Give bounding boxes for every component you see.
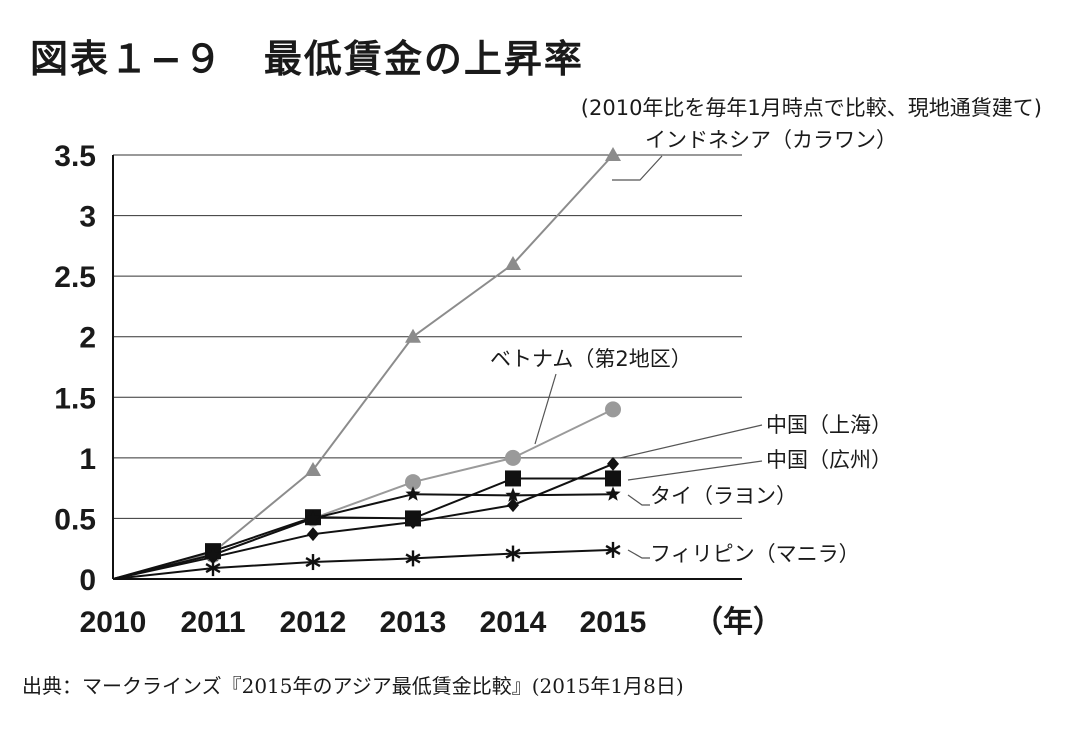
leader-line [619,424,763,459]
y-tick-label: 3.5 [54,140,96,173]
x-tick-label: 2010 [80,606,147,639]
y-axis-ticks: 0 0.5 1 1.5 2 2.5 3 3.5 [54,140,96,597]
x-axis-ticks: 2010 2011 2012 2013 2014 2015 （年） [80,605,783,639]
axes [112,155,742,580]
asterisk-stroke [305,557,321,568]
series-line [112,477,613,580]
leader-line [612,155,663,181]
triangle-marker [305,461,321,476]
square-marker [505,470,521,487]
x-tick-label: 2013 [380,606,447,639]
y-tick-label: 3 [79,201,96,234]
square-marker [605,470,621,487]
leader-line [534,373,557,445]
star-marker [605,486,621,501]
asterisk-stroke [405,553,421,564]
asterisk-marker [605,541,621,558]
asterisk-stroke [505,548,521,559]
y-tick-label: 1.5 [54,382,96,415]
x-tick-label: 2014 [480,606,547,639]
x-tick-label: 2012 [280,606,347,639]
source-note: 出典：マークラインズ『2015年のアジア最低賃金比較』(2015年1月8日) [22,674,684,698]
star-marker [205,546,221,562]
y-tick-label: 0.5 [54,503,96,536]
chart-note: (2010年比を毎年1月時点で比較、現地通貨建て) [580,96,1042,120]
x-tick-label: 2011 [180,606,245,639]
series-label: 中国（上海） [766,413,892,437]
series-group [112,147,621,580]
series-2 [112,456,619,580]
y-tick-label: 0 [79,564,96,597]
series-line [112,548,614,580]
y-tick-label: 2 [79,322,96,355]
star-marker [305,510,321,525]
diamond-marker [507,498,519,513]
square-marker [405,510,421,527]
y-tick-label: 2.5 [54,261,96,294]
series-labels: インドネシア（カラワン） ベトナム（第2地区） 中国（上海） 中国（広州） タイ（ラヨン… [490,128,897,566]
triangle-marker [605,147,621,161]
series-label: フィリピン（マニラ） [650,542,860,566]
circle-marker [405,474,421,491]
chart-title: 図表１−９ 最低賃金の上昇率 [30,37,584,81]
series-4 [112,486,621,580]
series-label: インドネシア（カラワン） [645,128,897,152]
asterisk-marker [305,554,321,571]
circle-marker [605,401,621,418]
diamond-marker [307,527,319,542]
triangle-marker [405,328,421,343]
asterisk-marker [505,545,521,562]
y-tick-label: 1 [79,443,96,476]
series-line [112,462,614,580]
series-5 [112,541,621,580]
series-label: ベトナム（第2地区） [490,347,692,371]
grid-lines [113,154,742,519]
leader-line [627,549,650,559]
star-marker [405,486,421,501]
x-axis-unit: （年） [693,605,783,639]
x-tick-label: 2015 [580,606,647,639]
series-label: タイ（ラヨン） [650,484,797,508]
asterisk-stroke [605,544,621,555]
asterisk-marker [205,560,221,577]
series-line [112,493,614,580]
asterisk-marker [405,550,421,567]
triangle-marker [505,256,521,271]
asterisk-stroke [205,563,221,574]
circle-marker [505,449,521,466]
leader-line [627,494,650,506]
leader-line [627,460,763,481]
diamond-marker [607,456,619,471]
series-label: 中国（広州） [766,448,892,472]
star-marker [505,487,521,502]
